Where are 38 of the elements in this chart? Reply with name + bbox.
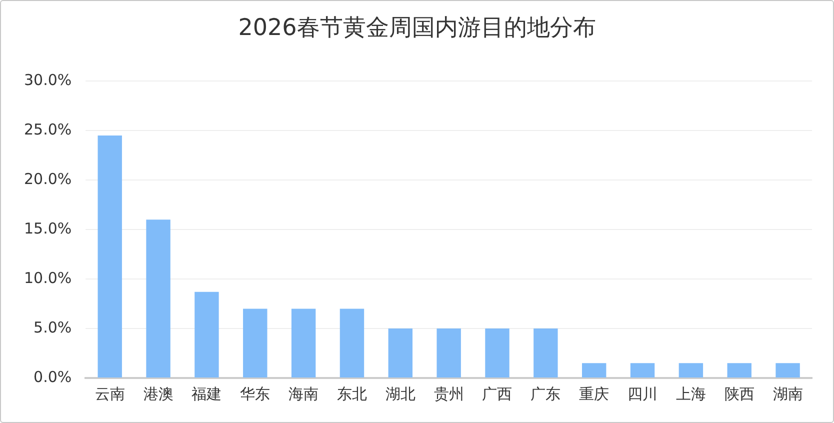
y-tick-label: 5.0% bbox=[34, 318, 72, 336]
bar bbox=[194, 292, 219, 378]
x-tick-label: 海南 bbox=[288, 384, 319, 403]
bar bbox=[388, 328, 413, 378]
bar bbox=[98, 135, 122, 378]
bar bbox=[678, 363, 704, 378]
x-tick-label: 湖南 bbox=[772, 384, 803, 403]
y-tick-label: 30.0% bbox=[24, 70, 72, 89]
y-tick-label: 25.0% bbox=[24, 120, 72, 138]
x-tick-label: 广东 bbox=[530, 384, 561, 403]
x-tick-label: 重庆 bbox=[579, 384, 610, 403]
x-tick-label: 陕西 bbox=[724, 384, 754, 403]
bar bbox=[776, 363, 800, 378]
bar bbox=[630, 363, 655, 378]
chart-title: 2026春节黄金周国内游目的地分布 bbox=[237, 14, 597, 43]
bar bbox=[146, 220, 170, 378]
y-tick-label: 10.0% bbox=[24, 268, 72, 287]
bar bbox=[727, 363, 752, 378]
bar bbox=[534, 328, 558, 378]
y-tick-label: 0.0% bbox=[34, 368, 72, 386]
bar bbox=[436, 328, 461, 378]
x-tick-label: 贵州 bbox=[434, 384, 464, 403]
x-tick-label: 上海 bbox=[676, 384, 706, 403]
bar bbox=[485, 328, 510, 378]
y-tick-label: 20.0% bbox=[24, 170, 72, 188]
bar bbox=[291, 308, 316, 378]
bar bbox=[243, 308, 268, 378]
x-tick-label: 云南 bbox=[94, 384, 125, 403]
x-tick-label: 广西 bbox=[482, 384, 512, 403]
x-tick-label: 福建 bbox=[192, 384, 222, 403]
x-tick-label: 港澳 bbox=[143, 384, 174, 403]
y-tick-label: 15.0% bbox=[24, 219, 72, 238]
x-tick-label: 东北 bbox=[336, 384, 367, 403]
x-tick-label: 华东 bbox=[240, 384, 270, 403]
x-tick-label: 四川 bbox=[628, 384, 658, 403]
x-tick-label: 湖北 bbox=[385, 384, 416, 403]
bar bbox=[582, 363, 606, 378]
bar bbox=[340, 308, 364, 378]
